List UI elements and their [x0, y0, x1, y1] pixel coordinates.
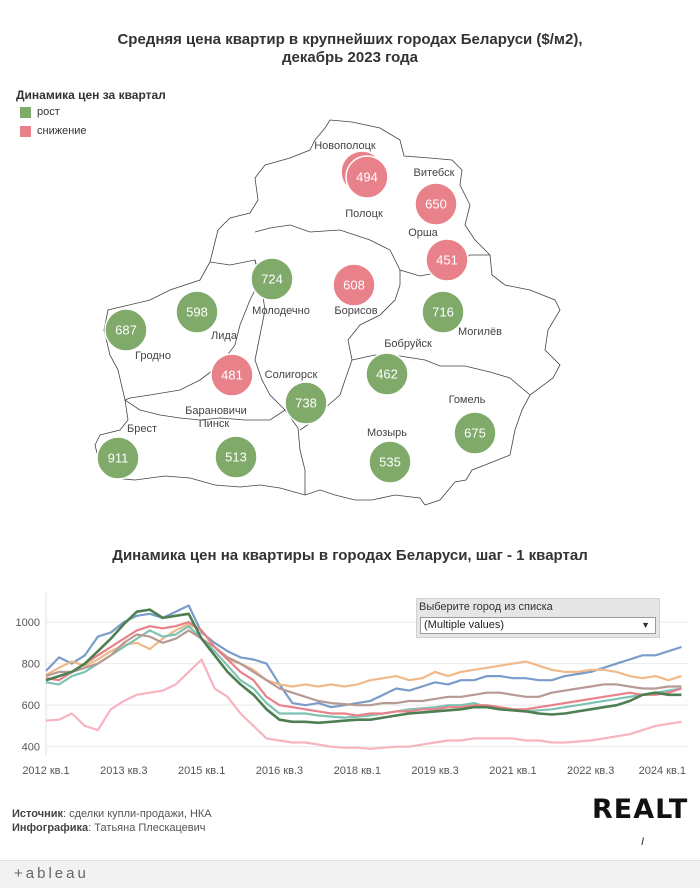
x-tick-2: 2015 кв.1: [178, 765, 225, 777]
city-14-label: Мозырь: [367, 427, 407, 439]
x-tick-0: 2012 кв.1: [22, 765, 69, 777]
legend-label-up: рост: [37, 106, 60, 118]
country-outline: [94, 119, 561, 506]
x-tick-3: 2016 кв.3: [256, 765, 303, 777]
city-15-bubble[interactable]: [453, 411, 497, 455]
city-11-label: Барановичи: [185, 405, 247, 417]
map-title-line1: Средняя цена квартир в крупнейших города…: [117, 31, 583, 48]
city-14-bubble[interactable]: [368, 440, 412, 484]
text-cursor-icon: I: [641, 836, 645, 848]
city-5-value: 608: [343, 278, 365, 293]
city-6-bubble[interactable]: [175, 290, 219, 334]
city-11-value: 481: [221, 368, 243, 383]
city-9-value: 462: [376, 367, 398, 382]
city-4-bubble[interactable]: [250, 257, 294, 301]
y-tick-2: 800: [22, 659, 40, 671]
city-2-value: 650: [425, 197, 447, 212]
legend-item-up[interactable]: рост: [20, 106, 60, 118]
city-5-label: Борисов: [334, 305, 377, 317]
city-10-value: 738: [295, 396, 317, 411]
city-filter-label: Выберите город из списка: [419, 601, 553, 613]
chart-title: Динамика цен на квартиры в городах Белар…: [112, 547, 588, 564]
realt-logo[interactable]: REALT: [592, 794, 689, 825]
city-3-label: Орша: [408, 227, 438, 239]
legend-label-down: снижение: [37, 125, 87, 137]
city-1-bubble[interactable]: [345, 155, 389, 199]
city-8-label: Могилёв: [458, 326, 502, 338]
x-tick-6: 2021 кв.1: [489, 765, 536, 777]
series-line-3[interactable]: [45, 629, 682, 707]
city-filter-select[interactable]: (Multiple values) ▼: [420, 617, 656, 634]
city-7-value: 687: [115, 323, 137, 338]
city-filter-value: (Multiple values): [424, 619, 505, 631]
city-14-value: 535: [379, 455, 401, 470]
legend-swatch-up: [20, 106, 31, 118]
x-tick-5: 2019 кв.3: [411, 765, 458, 777]
city-5-bubble[interactable]: [332, 263, 376, 307]
legend-item-down[interactable]: снижение: [20, 125, 87, 137]
x-tick-1: 2013 кв.3: [100, 765, 147, 777]
series-line-5[interactable]: [45, 608, 682, 725]
legend-swatch-down: [20, 125, 31, 137]
city-2-bubble[interactable]: [414, 182, 458, 226]
series-line-4[interactable]: [45, 621, 682, 717]
series-line-0[interactable]: [45, 604, 682, 709]
city-filter: Выберите город из списка (Multiple value…: [416, 598, 660, 638]
legend-title: Динамика цен за квартал: [16, 88, 166, 102]
city-15-label: Гомель: [449, 394, 486, 406]
source-label: Источник: [12, 808, 64, 820]
city-10-bubble[interactable]: [284, 381, 328, 425]
city-9-bubble[interactable]: [365, 352, 409, 396]
source-line: Источник: сделки купли-продажи, НКА: [12, 808, 212, 820]
city-7-bubble[interactable]: [104, 308, 148, 352]
city-12-bubble[interactable]: [214, 435, 258, 479]
city-3-value: 451: [436, 253, 458, 268]
city-10-label: Солигорск: [265, 369, 318, 381]
series-line-6[interactable]: [45, 658, 682, 750]
city-12-value: 513: [225, 450, 247, 465]
city-8-value: 716: [432, 305, 454, 320]
city-6-value: 598: [186, 305, 208, 320]
y-tick-3: 1000: [16, 617, 40, 629]
region-border-minsk-west: [254, 259, 306, 495]
city-9-label: Бобруйск: [384, 338, 432, 350]
infographic-label: Инфографика: [12, 822, 89, 834]
city-13-value: 911: [108, 451, 129, 466]
source-text: : сделки купли-продажи, НКА: [63, 808, 212, 820]
series-line-2[interactable]: [45, 625, 682, 719]
city-13-bubble[interactable]: [96, 436, 140, 480]
map-title-line2: декабрь 2023 года: [282, 49, 418, 66]
city-12-label: Пинск: [199, 418, 230, 430]
infographic-text: : Татьяна Плескацевич: [88, 822, 206, 834]
tableau-logo[interactable]: +ableau: [14, 865, 89, 882]
city-8-bubble[interactable]: [421, 290, 465, 334]
city-13-label: Брест: [127, 423, 157, 435]
footer-bar: +ableau: [0, 860, 700, 888]
city-15-value: 675: [464, 426, 486, 441]
belarus-map: 494 650 451 724 608 598 687 716 462 738 481 513 911 5…: [94, 119, 561, 506]
line-chart: 400 600 800 1000 2012 кв.1 2013 кв.3 2015 кв.…: [16, 593, 688, 777]
city-6-label: Лида: [211, 330, 238, 342]
x-tick-7: 2022 кв.3: [567, 765, 614, 777]
city-7-label: Гродно: [135, 350, 171, 362]
city-0-label: Новополоцк: [314, 140, 376, 152]
y-tick-1: 600: [22, 700, 40, 712]
x-tick-4: 2018 кв.1: [334, 765, 381, 777]
x-tick-8: 2024 кв.1: [639, 765, 686, 777]
city-4-label: Молодечно: [252, 305, 310, 317]
infographic-line: Инфографика: Татьяна Плескацевич: [12, 822, 206, 834]
chevron-down-icon[interactable]: ▼: [641, 620, 650, 630]
region-border-brest: [124, 399, 286, 421]
city-2-label: Витебск: [414, 167, 455, 179]
city-4-value: 724: [261, 272, 283, 287]
city-1-value: 494: [356, 170, 378, 185]
series-line-1[interactable]: [45, 623, 682, 688]
y-tick-0: 400: [22, 742, 40, 754]
city-11-bubble[interactable]: [210, 353, 254, 397]
city-1-label: Полоцк: [345, 208, 383, 220]
city-3-bubble[interactable]: [425, 238, 469, 282]
